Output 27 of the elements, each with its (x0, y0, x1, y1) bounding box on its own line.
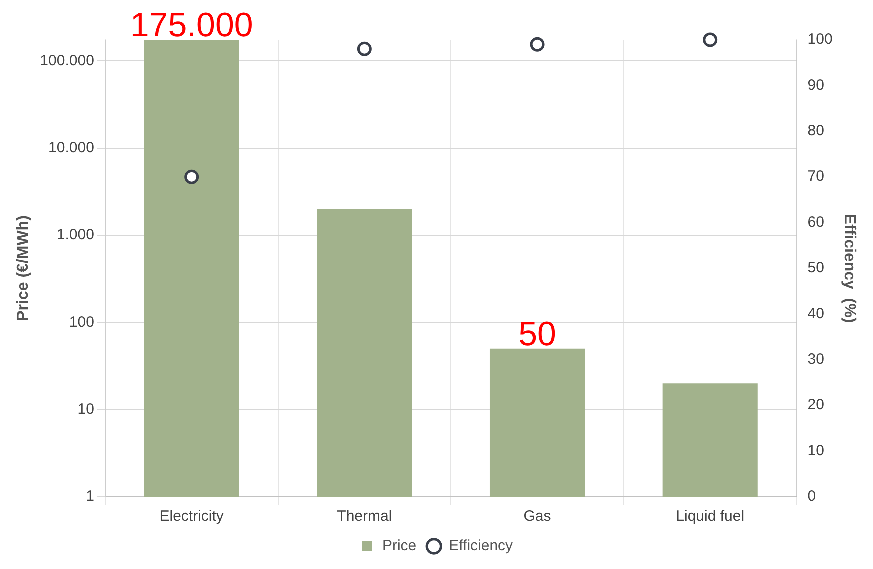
y-tick-label: 10.000 (48, 139, 94, 156)
x-tick-label: Thermal (337, 508, 392, 526)
y2-tick-label: 10 (808, 442, 824, 460)
y2-tick-label: 0 (808, 488, 816, 506)
y-axis-title: Price (€/MWh) (15, 216, 32, 322)
x-tick-label: Liquid fuel (676, 508, 745, 526)
x-tick-label: Electricity (160, 508, 224, 526)
y-tick-label: 10 (78, 400, 94, 418)
y2-tick-label: 30 (808, 351, 824, 368)
data-label: 175.000 (130, 6, 254, 44)
x-tick-label: Gas (524, 508, 552, 526)
legend-label: Efficiency (449, 538, 514, 555)
y-tick-label: 100.000 (40, 52, 94, 70)
data-label: 50 (518, 315, 556, 354)
y-tick-label: 1.000 (56, 226, 94, 244)
y2-tick-label: 80 (808, 122, 824, 140)
legend-label: Price (382, 538, 417, 555)
y2-tick-label: 70 (808, 168, 824, 186)
y-tick-label: 100 (69, 314, 94, 331)
y2-tick-label: 20 (808, 396, 824, 414)
y2-axis-title: Efficiency (%) (840, 214, 858, 324)
y2-tick-label: 60 (808, 214, 824, 231)
y2-tick-label: 90 (808, 76, 824, 94)
y2-tick-label: 40 (808, 305, 824, 322)
y-tick-label: 1 (86, 488, 94, 506)
y2-tick-label: 50 (808, 260, 824, 277)
y2-tick-label: 100 (808, 31, 833, 48)
